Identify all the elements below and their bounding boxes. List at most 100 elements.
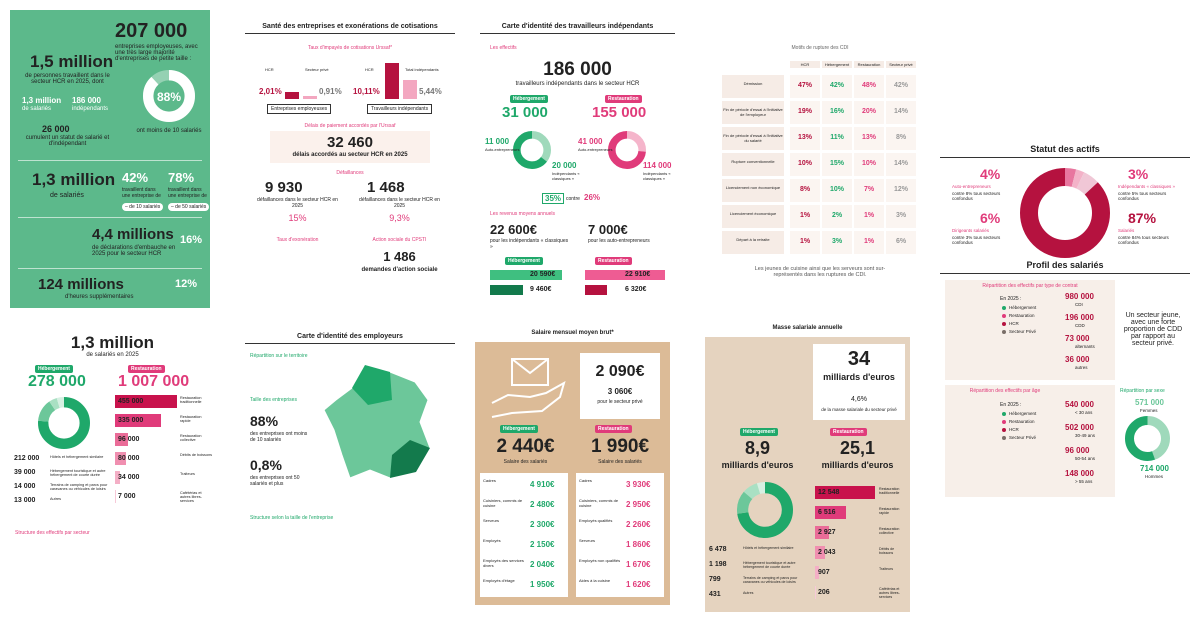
cell: 10% [829,186,844,193]
text: 87% [1128,210,1157,226]
legend-dot [1002,306,1006,310]
text: 714 000 [1140,464,1169,473]
cell: 3% [895,212,907,219]
text: Total indépendants [405,67,439,72]
text: Restauration collective [879,527,900,535]
text: 20 000 [552,161,577,170]
donut [1125,416,1170,461]
bar [815,486,875,499]
row-label: Démission [743,81,763,86]
text: pour le secteur privé [597,399,643,405]
text: 0,91% [319,87,342,96]
text: 12% [175,278,198,290]
tag: Hébergement [740,428,778,436]
row-value: 2 950€ [626,500,651,509]
box [886,179,916,202]
text: 335 000 [118,417,144,424]
row-value: 2 480€ [530,500,555,509]
text: ont moins de 10 salariés [136,128,202,134]
donut [1020,168,1110,258]
cell: 12% [893,186,908,193]
text: 1,5 million [30,52,114,71]
row-label: Rupture conventionnelle [731,159,775,164]
text: demandes d'action sociale [361,267,438,273]
text: 278 000 [28,373,86,390]
text: 36 000 [1065,355,1090,364]
box [705,320,910,337]
box [822,127,852,150]
text: Salariés [1118,228,1135,233]
text: 88% [156,90,182,104]
box [790,179,820,202]
text: Structure des effectifs par secteur [15,530,90,536]
title: Carte d'identité des travailleurs indépe… [480,23,675,34]
bar [585,285,608,295]
text: 196 000 [1065,313,1094,322]
employers-panel: Carte d'identité des employeurs Répartiti… [245,325,455,605]
box [722,231,784,254]
donut [513,131,551,169]
text: Répartition sur le territoire [250,353,308,359]
icon-envelope [511,358,549,375]
title: Carte d'identité des employeurs [245,333,455,344]
text: 42% [122,170,149,185]
text: Taux d'exonération [276,237,319,243]
cell: 10% [797,160,812,167]
cell: 14% [893,160,908,167]
cell: 11% [830,134,844,141]
icon-hand [491,380,566,418]
cell: 8% [895,134,907,141]
text: délais accordés au secteur HCR en 2025 [292,152,408,158]
tag: Hébergement [505,257,543,265]
legend-dot [1002,322,1006,326]
box [854,153,884,176]
row-value: 2 150€ [530,540,555,549]
text: Structure selon la taille de l'entrepris… [250,515,334,521]
bar [585,270,665,280]
text: 4% [980,166,1001,182]
text: Les jeunes de cuisine ainsi que les serv… [754,266,886,278]
text: entreprises employeuses, avec une très l… [115,44,198,62]
text: 9 460€ [530,286,552,293]
tag: Restauration [595,425,632,433]
row-value: 4 910€ [530,480,555,489]
box [576,473,664,597]
text: 8,9 [744,438,771,458]
icon [491,358,566,418]
text: 502 000 [1065,423,1094,432]
box [822,75,852,98]
box [722,179,784,202]
text: 22 600€ [490,222,537,237]
text: Auto-entrepreneurs [952,184,991,189]
text: 206 [818,589,830,596]
legend-label: Hébergement [1009,411,1037,416]
text: 1 198 [709,561,727,568]
legend-dot [1002,412,1006,416]
text: Secteur privé [305,67,329,72]
legend-label: Hébergement [1009,305,1037,310]
text: HCR [265,67,274,72]
bar [403,79,417,99]
donut [143,70,195,122]
text: 6 478 [709,546,727,553]
text: 96 000 [1065,446,1090,455]
text: Autres [50,497,61,501]
text: Terrains de camping et parcs pour carava… [50,483,108,491]
box [813,344,905,420]
text: 11 000 [485,137,510,146]
donut [38,397,90,449]
cell: 42% [829,82,844,89]
cell: 10% [861,160,876,167]
text: 20 590€ [530,271,556,278]
text: 571 000 [1135,398,1164,407]
tag: Restauration [830,428,867,436]
legend-dot [1002,436,1006,440]
bar [815,566,820,579]
bar [490,285,524,295]
box [790,127,820,150]
box [580,353,660,419]
box [945,385,1115,497]
text: 907 [818,569,830,576]
donut-segment [143,70,195,122]
text: 3% [1128,166,1149,182]
